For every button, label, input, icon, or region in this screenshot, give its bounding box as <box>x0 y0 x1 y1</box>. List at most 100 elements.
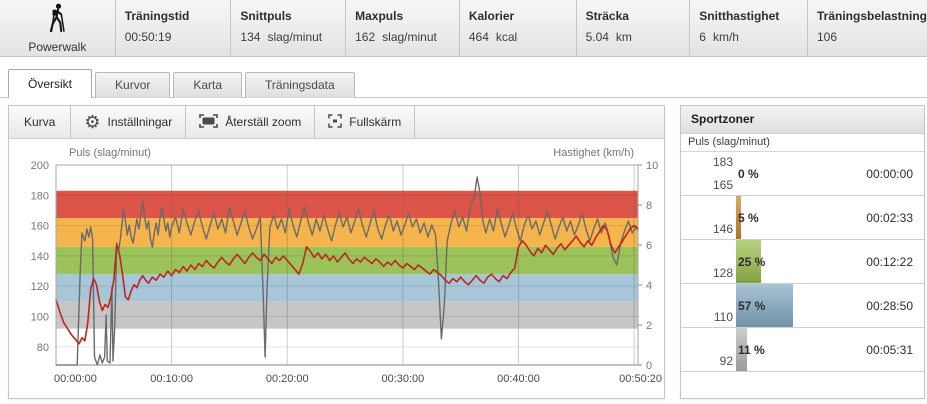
zone-band <box>56 274 638 302</box>
stat-traningsbelastning: Träningsbelastning 106 <box>808 0 927 56</box>
tab-karta[interactable]: Karta <box>173 72 243 98</box>
stat-snittpuls: Snittpuls 134 slag/minut <box>231 0 347 56</box>
right-axis-title: Hastighet (km/h) <box>553 147 634 159</box>
stat-value: 00:50:19 <box>124 30 172 44</box>
chart-area: Puls (slag/minut) Hastighet (km/h) 80 100 12… <box>9 139 664 398</box>
puls-series <box>55 224 639 345</box>
reset-zoom-icon <box>199 113 219 131</box>
zone-band <box>56 190 638 219</box>
fullscreen-icon <box>328 113 342 131</box>
zone-lower-bound: 110 <box>713 310 733 324</box>
zone-time: 00:12:22 <box>866 254 913 269</box>
zone-percent: 11 % <box>738 342 765 357</box>
right-tick-label: 6 <box>646 240 652 252</box>
stat-label: Sträcka <box>585 9 629 23</box>
right-tick-label: 10 <box>646 160 658 172</box>
zone-row-3: 128 25 % 00:12:22 <box>681 240 924 284</box>
x-tick-label: 00:20:00 <box>266 373 309 385</box>
tab-kurvor[interactable]: Kurvor <box>95 72 171 98</box>
zone-lower-bound: 128 <box>712 266 733 280</box>
left-tick-label: 120 <box>31 281 49 293</box>
hastighet-series <box>55 176 639 366</box>
left-tick-label: 140 <box>31 251 49 263</box>
left-tick-label: 80 <box>37 342 49 354</box>
stat-label: Snittpuls <box>240 9 292 23</box>
stat-stracka: Sträcka 5.04 km <box>577 0 691 56</box>
left-tick-label: 160 <box>31 221 49 233</box>
zone-bar <box>736 284 793 327</box>
left-axis-title: Puls (slag/minut) <box>69 147 151 159</box>
zone-percent: 25 % <box>738 254 766 269</box>
stat-unit: km/h <box>712 30 739 44</box>
zone-lower-bound: 146 <box>712 222 733 236</box>
stat-value: 134 <box>240 30 261 44</box>
fullscreen-button[interactable]: Fullskärm <box>315 106 416 138</box>
summary-bar: Powerwalk Träningstid 00:50:19 Snittpuls… <box>0 0 927 57</box>
stat-value: 464 <box>468 30 489 44</box>
zone-row-5: 92 11 % 00:05:31 <box>681 328 924 372</box>
zone-time: 00:02:33 <box>866 210 913 225</box>
sportzones-subtitle: Puls (slag/minut) <box>681 134 924 152</box>
stat-kalorier: Kalorier 464 kcal <box>460 0 577 56</box>
stat-value: 6 <box>699 30 706 44</box>
tab-traningsdata[interactable]: Träningsdata <box>245 72 355 98</box>
zone-lower-bound: 92 <box>719 354 733 368</box>
nordic-walker-icon <box>42 2 72 39</box>
activity-name: Powerwalk <box>28 40 87 54</box>
zone-lower-bound: 165 <box>712 178 733 192</box>
zone-bar <box>736 196 741 239</box>
zone-band <box>56 301 638 329</box>
x-tick-label: 00:40:00 <box>497 373 540 385</box>
stat-unit: slag/minut <box>382 30 437 44</box>
sportzones-panel: Sportzoner Puls (slag/minut) 183 165 0 %… <box>680 105 925 399</box>
tabbar: Översikt Kurvor Karta Träningsdata <box>0 69 927 98</box>
stat-value: 162 <box>355 30 376 44</box>
x-tick-label: 00:30:00 <box>381 373 424 385</box>
zone-row-1: 183 165 0 % 00:00:00 <box>681 152 924 196</box>
activity-cell: Powerwalk <box>0 0 116 56</box>
stat-label: Snitthastighet <box>699 9 780 23</box>
stat-label: Kalorier <box>468 9 515 23</box>
stat-maxpuls: Maxpuls 162 slag/minut <box>346 0 460 56</box>
right-tick-label: 0 <box>646 360 652 372</box>
toolbar-title: Kurva <box>9 106 72 138</box>
stat-unit: kcal <box>495 30 518 44</box>
zone-percent: 0 % <box>738 166 759 181</box>
zone-row-empty <box>681 372 924 399</box>
stat-label: Träningsbelastning <box>816 9 927 23</box>
left-tick-label: 200 <box>31 160 49 172</box>
zone-row-4: 110 57 % 00:28:50 <box>681 284 924 328</box>
zone-time: 00:05:31 <box>866 342 913 357</box>
reset-zoom-button[interactable]: Återställ zoom <box>186 106 316 138</box>
fullscreen-label: Fullskärm <box>349 115 402 129</box>
zone-upper-bound: 183 <box>712 155 733 169</box>
stat-unit: slag/minut <box>267 30 323 44</box>
x-tick-label: 00:00:00 <box>54 373 97 385</box>
zone-time: 00:00:00 <box>866 166 913 181</box>
stat-value: 5.04 <box>585 30 609 44</box>
zone-bar <box>736 240 761 283</box>
curve-toolbar: Kurva ⚙ Inställningar Återställ zoom <box>9 106 664 139</box>
left-tick-label: 100 <box>31 312 49 324</box>
stat-value: 106 <box>816 30 838 44</box>
stat-traningstid: Träningstid 00:50:19 <box>116 0 232 56</box>
zone-time: 00:28:50 <box>866 298 913 313</box>
gear-icon: ⚙ <box>84 112 101 132</box>
right-tick-label: 4 <box>646 280 652 292</box>
zone-bar <box>736 328 747 371</box>
zone-percent: 57 % <box>738 298 766 313</box>
tab-oversikt[interactable]: Översikt <box>8 69 93 98</box>
settings-button[interactable]: ⚙ Inställningar <box>71 106 187 138</box>
training-chart[interactable]: Puls (slag/minut) Hastighet (km/h)8010012… <box>9 139 664 398</box>
curve-panel: Kurva ⚙ Inställningar Återställ zoom <box>8 105 665 399</box>
x-tick-label: 00:50:20 <box>619 373 662 385</box>
x-tick-label: 00:10:00 <box>150 373 193 385</box>
left-tick-label: 180 <box>31 190 49 202</box>
zone-row-2: 146 5 % 00:02:33 <box>681 196 924 240</box>
zone-percent: 5 % <box>738 210 759 225</box>
reset-zoom-label: Återställ zoom <box>225 115 302 129</box>
right-tick-label: 8 <box>646 200 652 212</box>
stat-snitthastighet: Snitthastighet 6 km/h <box>690 0 808 56</box>
settings-label: Inställningar <box>107 115 173 129</box>
right-tick-label: 2 <box>646 320 652 332</box>
